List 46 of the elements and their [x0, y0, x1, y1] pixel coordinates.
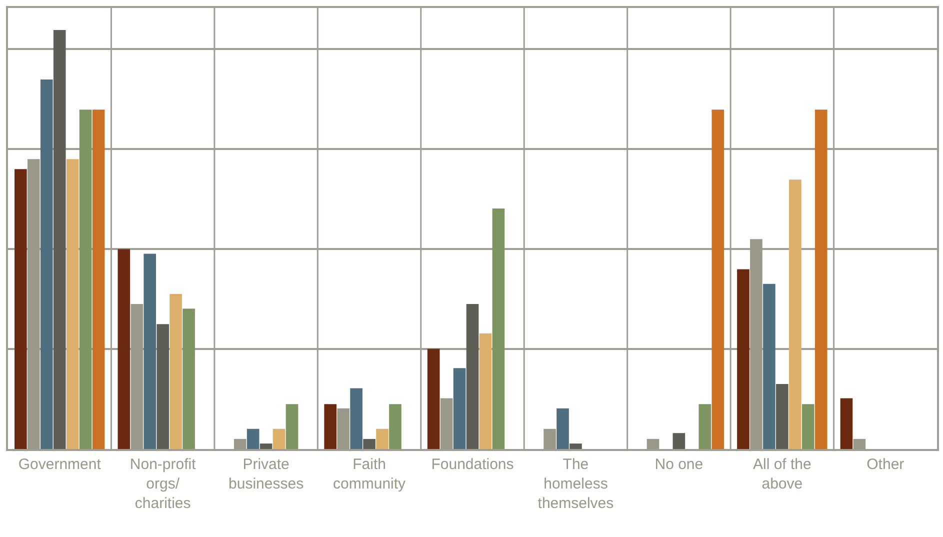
bar	[672, 433, 686, 449]
bar	[53, 30, 66, 449]
bar	[350, 388, 362, 449]
x-tick-label: The homeless themselves	[538, 456, 614, 512]
bar	[712, 110, 724, 449]
bar	[776, 384, 788, 449]
bar	[802, 404, 814, 449]
bar	[246, 428, 260, 449]
bar	[814, 110, 828, 449]
bar	[698, 404, 712, 449]
bar	[570, 444, 582, 449]
bar	[363, 438, 376, 449]
x-tick-label: All of the above	[752, 456, 812, 492]
bar	[260, 444, 272, 449]
bar	[389, 404, 402, 449]
bar	[170, 294, 182, 449]
bar	[763, 284, 776, 449]
x-tick-label: No one	[654, 456, 704, 473]
x-tick-label: Faith community	[333, 456, 406, 492]
bar	[427, 348, 440, 449]
x-tick-label: Government	[18, 456, 102, 473]
bar	[479, 333, 492, 449]
bar	[144, 254, 156, 449]
bar	[14, 169, 27, 449]
bar	[324, 404, 337, 449]
bar	[556, 408, 569, 449]
bar	[453, 368, 466, 449]
x-tick-label: Foundations	[431, 456, 514, 473]
bar	[182, 308, 195, 449]
bar	[466, 304, 479, 449]
bar	[492, 208, 505, 449]
bar	[66, 159, 79, 449]
x-tick-label: Other	[866, 456, 904, 473]
bar	[272, 428, 286, 449]
bar	[156, 324, 169, 449]
bar	[840, 398, 853, 449]
bar	[92, 110, 105, 449]
bar	[118, 249, 130, 449]
bar	[788, 180, 802, 449]
bar	[286, 404, 298, 449]
bar	[737, 269, 750, 449]
bar	[376, 428, 388, 449]
bar	[40, 79, 53, 449]
x-tick-label: Non-profit orgs/ charities	[130, 456, 197, 512]
bar	[79, 110, 92, 449]
x-tick-label: Private businesses	[228, 456, 304, 492]
